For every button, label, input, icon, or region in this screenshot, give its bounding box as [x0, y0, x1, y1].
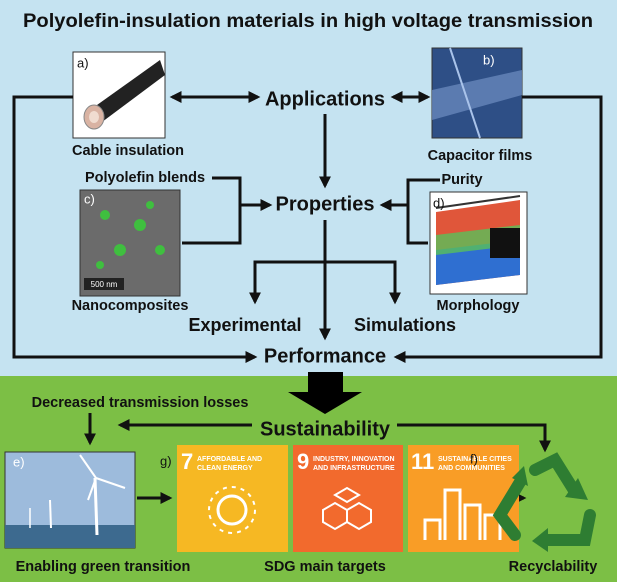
node: Polyolefin blends	[85, 170, 205, 186]
panel-tag: g)	[160, 453, 172, 468]
capacitor-image	[432, 48, 522, 138]
node: Experimental	[188, 315, 301, 335]
caption: Nanocomposites	[72, 298, 189, 314]
caption: Cable insulation	[72, 143, 184, 159]
sdg-number: 11	[411, 449, 434, 474]
sdg-text: AFFORDABLE AND	[197, 456, 262, 463]
caption: SDG main targets	[264, 559, 386, 575]
scale-bar: 500 nm	[91, 280, 118, 289]
node: Simulations	[354, 315, 456, 335]
diagram: Polyolefin-insulation materials in high …	[0, 0, 617, 582]
caption: Capacitor films	[428, 148, 533, 164]
sdg-number: 9	[297, 449, 309, 474]
panel-tag: c)	[84, 191, 95, 206]
node: Decreased transmission losses	[32, 395, 249, 411]
sdg-number: 7	[181, 449, 193, 474]
panel-tag: e)	[13, 454, 25, 469]
page: {"title": "Polyolefin-insulation materia…	[0, 0, 617, 582]
caption: Enabling green transition	[16, 559, 191, 575]
node: Properties	[276, 193, 375, 215]
panel-tag: b)	[483, 52, 495, 67]
panel-tag: f)	[470, 451, 478, 466]
node: Sustainability	[260, 418, 391, 440]
title: Polyolefin-insulation materials in high …	[23, 11, 593, 32]
node: Applications	[265, 88, 385, 110]
sdg-text: AND INFRASTRUCTURE	[313, 465, 395, 472]
node: Purity	[441, 172, 482, 188]
node: Performance	[264, 345, 386, 367]
panel-tag: d)	[433, 195, 445, 210]
caption: Morphology	[437, 298, 520, 314]
sdg-text: CLEAN ENERGY	[197, 465, 253, 472]
caption: Recyclability	[509, 559, 598, 575]
sdg-text: INDUSTRY, INNOVATION	[313, 456, 395, 463]
panel-tag: a)	[77, 55, 89, 70]
